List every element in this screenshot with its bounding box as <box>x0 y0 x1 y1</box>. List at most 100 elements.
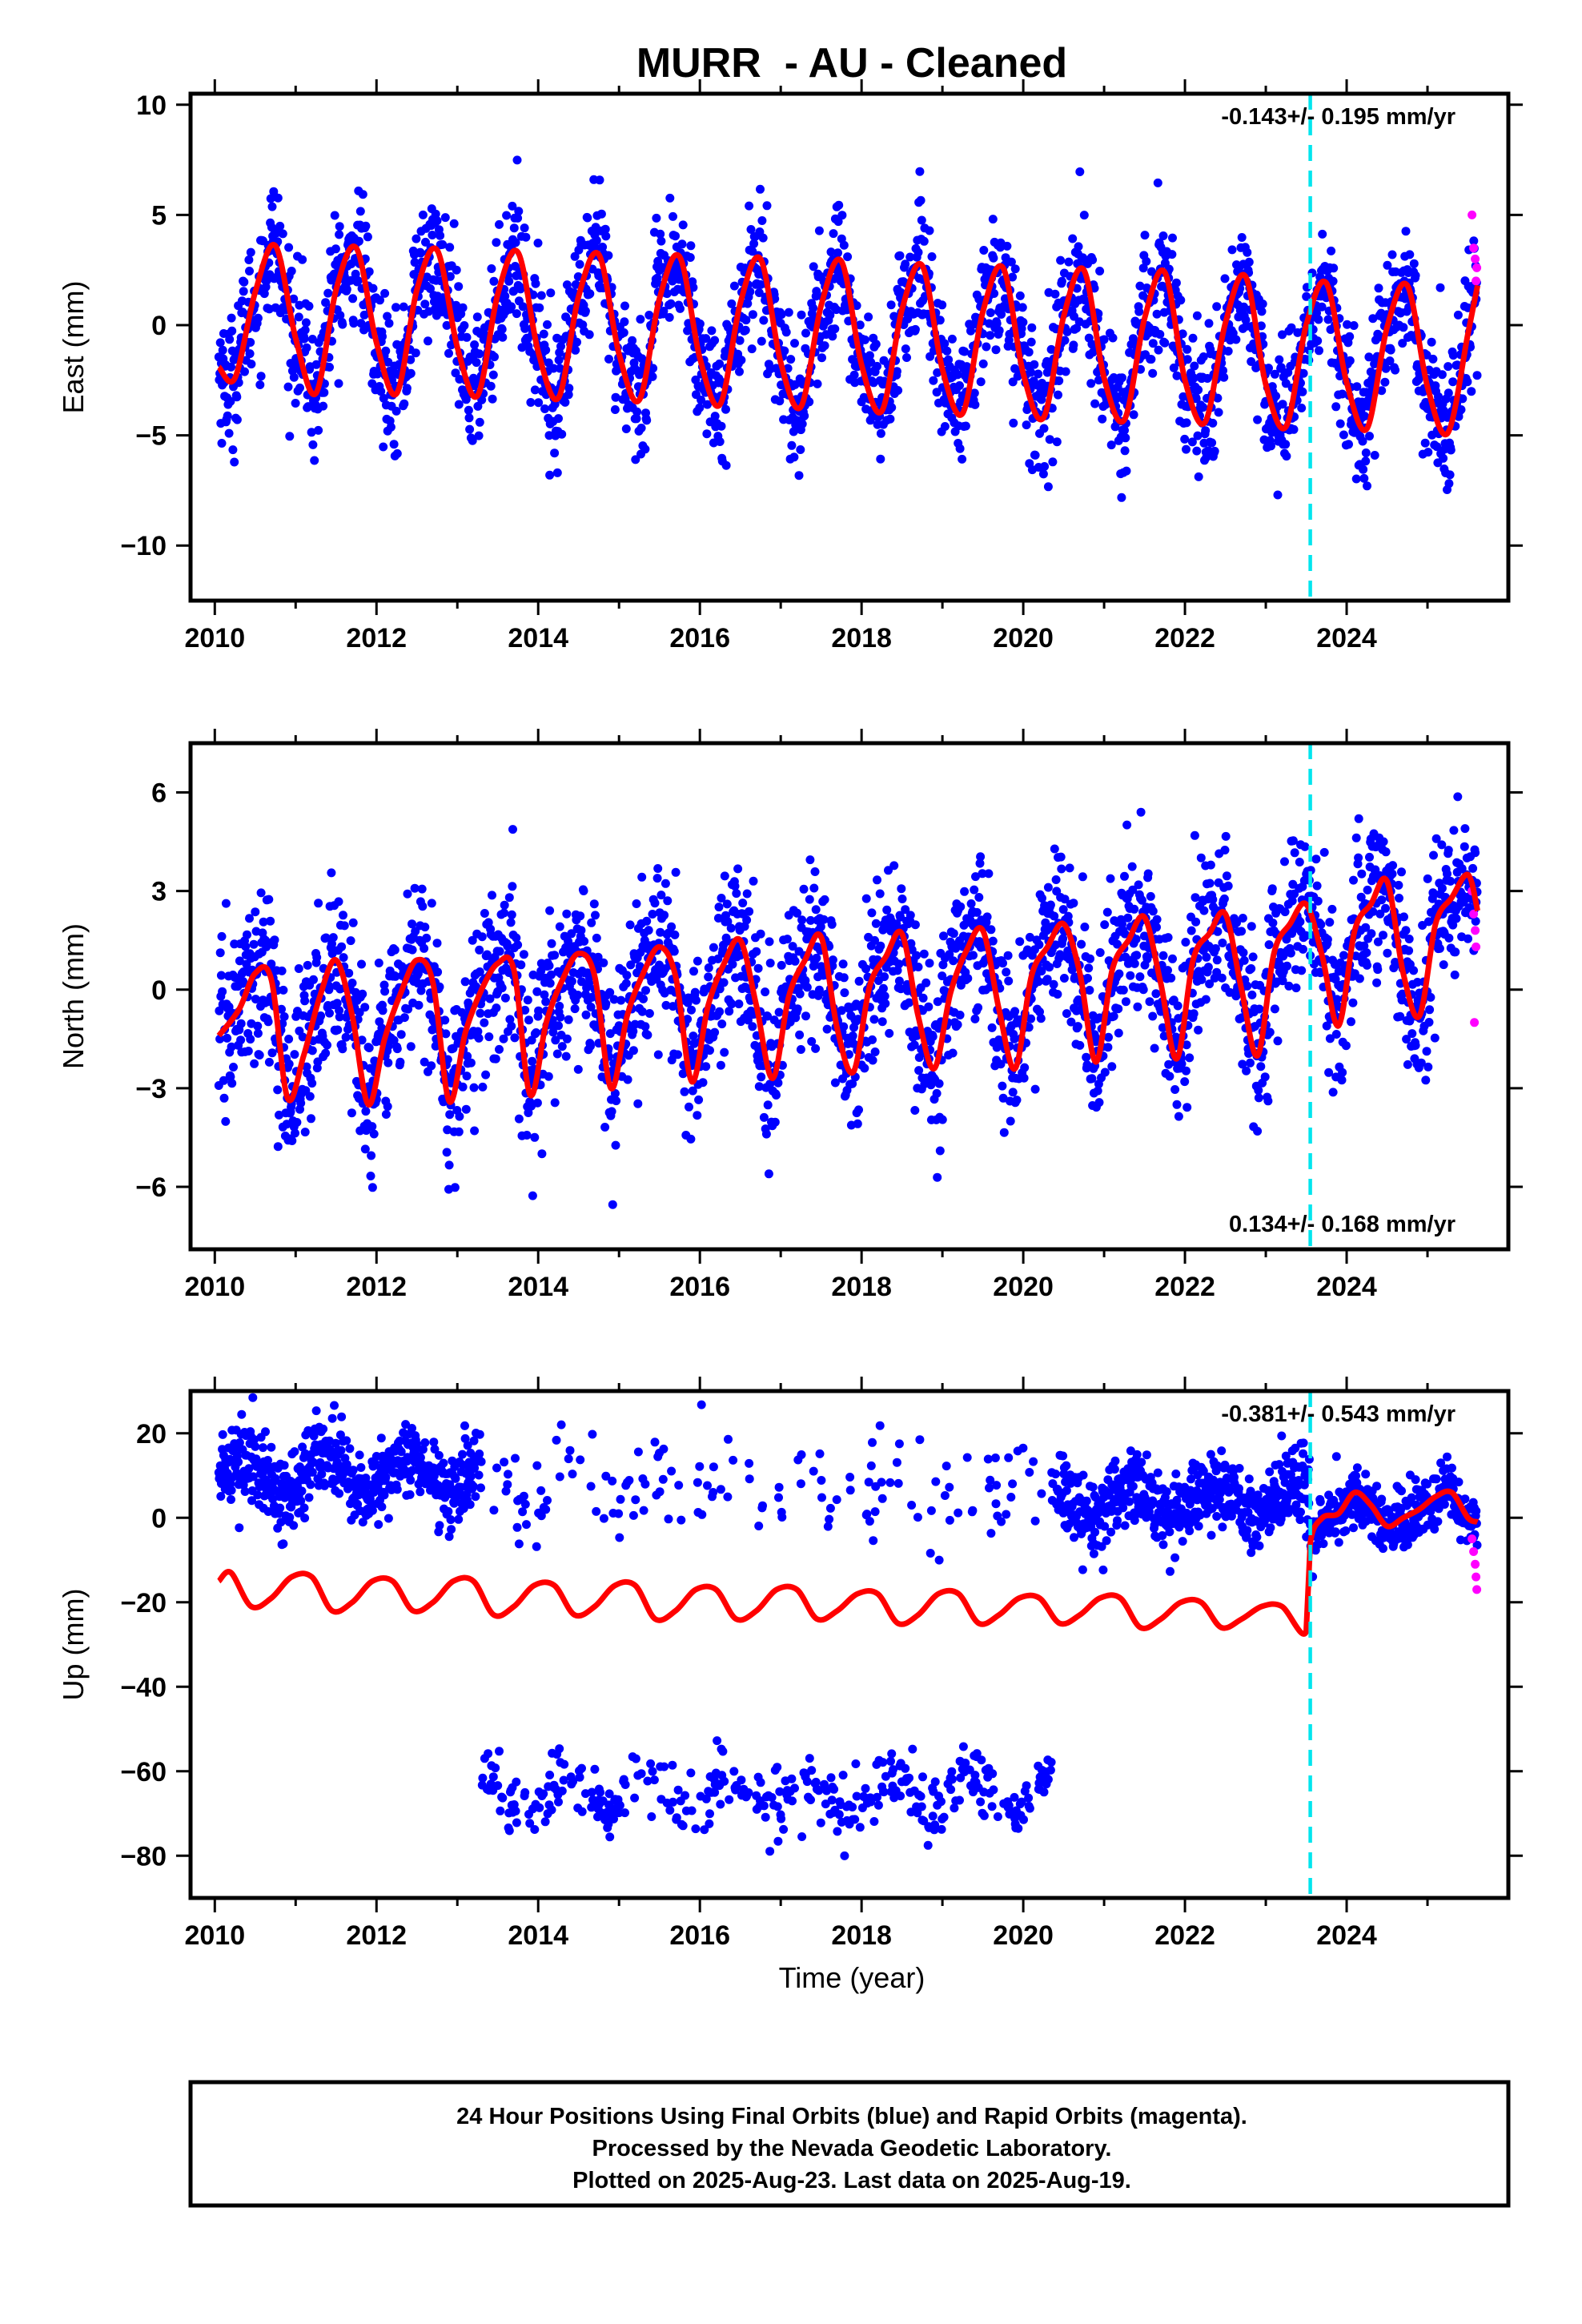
north-data-point <box>435 982 444 991</box>
east-data-point <box>546 288 556 298</box>
north-data-point <box>901 905 910 915</box>
east-data-point <box>741 325 750 335</box>
east-data-point <box>1360 412 1369 421</box>
east-data-point <box>539 329 548 339</box>
east-data-point <box>226 396 235 406</box>
east-data-point <box>1026 337 1036 347</box>
north-data-point <box>1042 975 1052 984</box>
east-data-point <box>1377 386 1387 396</box>
east-data-point <box>636 424 646 432</box>
north-data-point <box>550 1098 560 1108</box>
east-data-point <box>497 324 507 334</box>
north-data-point <box>880 972 889 982</box>
east-data-point <box>748 310 757 320</box>
north-data-point <box>978 869 987 879</box>
north-data-point <box>1295 858 1304 866</box>
east-data-point <box>294 312 303 322</box>
east-data-point <box>291 399 300 408</box>
north-data-point <box>497 983 507 993</box>
north-data-point <box>1058 905 1068 915</box>
east-data-point <box>564 384 574 393</box>
east-data-point <box>759 316 769 325</box>
north-data-point <box>692 995 701 1005</box>
north-data-point <box>1202 952 1211 962</box>
east-data-point <box>1057 276 1066 286</box>
north-data-point <box>1072 1006 1082 1015</box>
east-data-point <box>267 202 277 211</box>
east-data-point <box>992 319 1002 328</box>
east-data-point <box>938 300 947 310</box>
east-data-point <box>391 303 400 312</box>
east-data-point <box>1018 303 1027 312</box>
north-data-point <box>524 1108 533 1117</box>
north-data-point <box>524 1015 533 1025</box>
east-data-point <box>223 411 232 420</box>
north-data-point <box>428 1025 437 1035</box>
east-data-point <box>247 360 256 369</box>
east-data-point <box>756 184 765 194</box>
north-data-point <box>795 989 805 999</box>
east-data-point <box>227 326 237 336</box>
east-data-point <box>465 424 475 434</box>
north-data-point <box>949 929 958 939</box>
north-data-point <box>1145 997 1154 1007</box>
north-data-point <box>235 956 244 966</box>
north-data-point <box>1019 1073 1029 1083</box>
east-data-point <box>896 287 905 297</box>
east-data-point <box>275 221 285 231</box>
east-data-point <box>1344 440 1353 449</box>
east-data-point <box>1469 236 1479 246</box>
east-data-point <box>671 231 680 241</box>
north-data-point <box>1208 895 1218 904</box>
north-data-point <box>1295 917 1305 927</box>
east-data-point <box>596 209 606 219</box>
east-data-point <box>1182 444 1191 454</box>
east-data-point <box>747 344 757 354</box>
north-data-point <box>956 902 966 911</box>
east-data-point <box>648 364 658 373</box>
north-data-point <box>1060 895 1070 904</box>
north-data-point <box>552 1049 562 1059</box>
north-data-point <box>905 998 913 1007</box>
east-data-point <box>1287 323 1296 332</box>
north-data-point <box>296 1099 306 1108</box>
east-data-point <box>475 417 484 427</box>
east-data-point <box>620 317 629 327</box>
north-data-point <box>1339 951 1348 960</box>
east-data-point <box>1190 361 1199 371</box>
north-data-point <box>381 1110 391 1119</box>
north-data-point <box>1337 1076 1347 1085</box>
north-data-point <box>1181 938 1191 947</box>
east-data-point <box>686 241 696 251</box>
north-data-point <box>307 1046 317 1055</box>
east-data-point <box>1043 482 1053 492</box>
north-data-point <box>290 1050 299 1059</box>
east-data-point <box>1024 348 1034 357</box>
north-data-point <box>1177 1059 1186 1068</box>
east-data-point <box>656 229 665 239</box>
east-data-point <box>1391 365 1400 375</box>
east-data-point <box>876 428 885 438</box>
north-data-point <box>570 1004 580 1014</box>
east-data-point <box>1278 400 1287 409</box>
east-data-point <box>1359 473 1369 483</box>
north-data-point <box>540 990 549 999</box>
north-data-point <box>840 988 849 998</box>
north-data-point <box>468 935 477 945</box>
east-data-point <box>1176 296 1186 305</box>
east-data-point <box>727 299 737 308</box>
north-data-point <box>298 1032 307 1042</box>
north-data-point <box>243 930 251 939</box>
north-data-point <box>580 936 589 946</box>
east-data-point <box>843 252 853 262</box>
north-data-point <box>477 932 487 942</box>
north-data-point <box>262 942 271 951</box>
east-data-point <box>745 201 754 211</box>
north-data-point <box>339 921 349 931</box>
north-data-point <box>1239 955 1249 965</box>
east-data-point <box>364 267 374 276</box>
east-data-point <box>1328 276 1338 286</box>
east-data-point <box>809 262 818 271</box>
north-data-point <box>1106 874 1115 883</box>
east-data-point <box>1271 392 1281 401</box>
